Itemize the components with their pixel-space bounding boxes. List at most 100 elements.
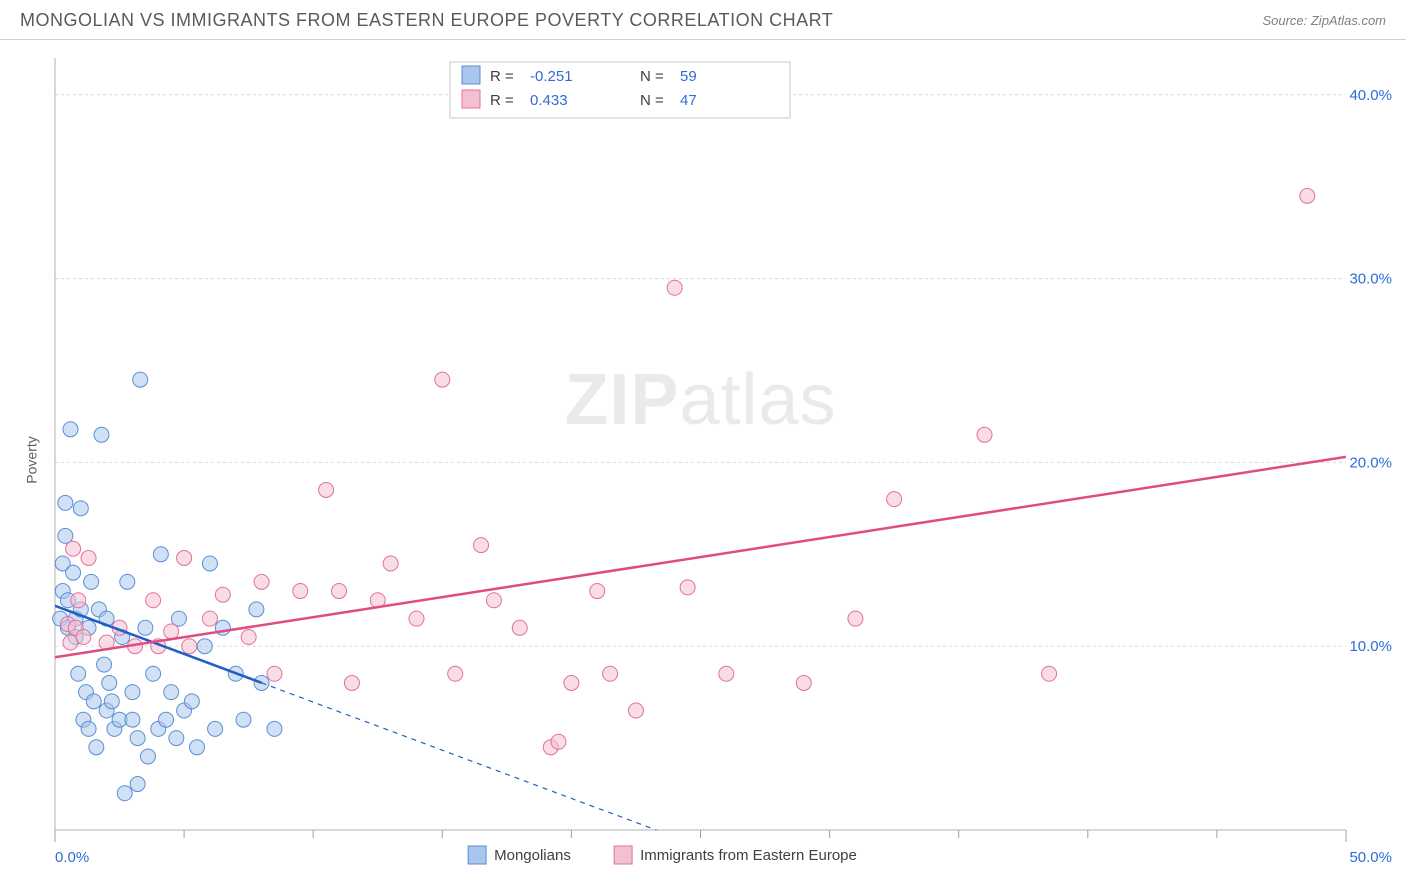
scatter-point — [63, 422, 78, 437]
svg-text:10.0%: 10.0% — [1349, 638, 1392, 655]
svg-text:20.0%: 20.0% — [1349, 454, 1392, 471]
scatter-point — [81, 550, 96, 565]
scatter-point — [71, 666, 86, 681]
svg-text:50.0%: 50.0% — [1349, 849, 1392, 866]
y-axis-label: Poverty — [24, 436, 40, 483]
scatter-point — [202, 611, 217, 626]
scatter-point — [887, 492, 902, 507]
scatter-point — [171, 611, 186, 626]
scatter-point — [512, 620, 527, 635]
legend-series-label: Immigrants from Eastern Europe — [640, 847, 857, 864]
scatter-point — [130, 731, 145, 746]
scatter-point — [848, 611, 863, 626]
scatter-point — [667, 280, 682, 295]
scatter-point — [267, 666, 282, 681]
scatter-point — [1042, 666, 1057, 681]
legend-r-label: R = — [490, 92, 514, 109]
legend-swatch — [614, 846, 632, 864]
legend-series-label: Mongolians — [494, 847, 571, 864]
scatter-point — [435, 372, 450, 387]
scatter-point — [66, 565, 81, 580]
scatter-point — [344, 675, 359, 690]
scatter-point — [236, 712, 251, 727]
scatter-point — [319, 482, 334, 497]
chart-title: MONGOLIAN VS IMMIGRANTS FROM EASTERN EUR… — [20, 10, 833, 31]
scatter-point — [125, 685, 140, 700]
scatter-point — [564, 675, 579, 690]
scatter-point — [208, 721, 223, 736]
scatter-point — [184, 694, 199, 709]
scatter-point — [84, 574, 99, 589]
legend-swatch — [462, 90, 480, 108]
scatter-point — [719, 666, 734, 681]
scatter-point — [202, 556, 217, 571]
scatter-point — [66, 541, 81, 556]
legend-n-value: 59 — [680, 68, 697, 85]
scatter-point — [97, 657, 112, 672]
scatter-point — [138, 620, 153, 635]
scatter-point — [628, 703, 643, 718]
scatter-point — [164, 685, 179, 700]
scatter-point — [71, 593, 86, 608]
scatter-point — [153, 547, 168, 562]
legend-swatch — [462, 66, 480, 84]
svg-text:0.0%: 0.0% — [55, 849, 89, 866]
scatter-chart-svg: 10.0%20.0%30.0%40.0%ZIPatlas0.0%50.0%R =… — [0, 40, 1406, 880]
scatter-point — [58, 528, 73, 543]
scatter-point — [383, 556, 398, 571]
scatter-point — [117, 786, 132, 801]
scatter-point — [551, 734, 566, 749]
legend-r-value: 0.433 — [530, 92, 568, 109]
scatter-point — [120, 574, 135, 589]
legend-r-value: -0.251 — [530, 68, 573, 85]
scatter-point — [58, 495, 73, 510]
scatter-point — [254, 574, 269, 589]
scatter-point — [603, 666, 618, 681]
scatter-point — [169, 731, 184, 746]
legend-n-label: N = — [640, 68, 664, 85]
chart-area: Poverty 10.0%20.0%30.0%40.0%ZIPatlas0.0%… — [0, 40, 1406, 880]
scatter-point — [197, 639, 212, 654]
scatter-point — [146, 666, 161, 681]
scatter-point — [104, 694, 119, 709]
legend-n-label: N = — [640, 92, 664, 109]
scatter-point — [81, 721, 96, 736]
scatter-point — [486, 593, 501, 608]
chart-header: MONGOLIAN VS IMMIGRANTS FROM EASTERN EUR… — [0, 0, 1406, 40]
scatter-point — [332, 584, 347, 599]
scatter-point — [1300, 188, 1315, 203]
scatter-point — [86, 694, 101, 709]
chart-source: Source: ZipAtlas.com — [1262, 13, 1386, 28]
legend-r-label: R = — [490, 68, 514, 85]
scatter-point — [409, 611, 424, 626]
scatter-point — [164, 624, 179, 639]
legend-n-value: 47 — [680, 92, 697, 109]
legend-swatch — [468, 846, 486, 864]
trend-line — [55, 457, 1346, 657]
scatter-point — [94, 427, 109, 442]
scatter-point — [140, 749, 155, 764]
svg-text:ZIPatlas: ZIPatlas — [564, 360, 836, 440]
scatter-point — [796, 675, 811, 690]
scatter-point — [102, 675, 117, 690]
scatter-point — [177, 550, 192, 565]
scatter-point — [977, 427, 992, 442]
scatter-point — [241, 630, 256, 645]
scatter-point — [182, 639, 197, 654]
scatter-point — [73, 501, 88, 516]
scatter-point — [680, 580, 695, 595]
scatter-point — [249, 602, 264, 617]
scatter-point — [76, 630, 91, 645]
scatter-point — [133, 372, 148, 387]
scatter-point — [190, 740, 205, 755]
scatter-point — [159, 712, 174, 727]
svg-text:30.0%: 30.0% — [1349, 271, 1392, 288]
scatter-point — [293, 584, 308, 599]
scatter-point — [474, 538, 489, 553]
scatter-point — [146, 593, 161, 608]
scatter-point — [89, 740, 104, 755]
scatter-point — [215, 587, 230, 602]
scatter-point — [448, 666, 463, 681]
scatter-point — [590, 584, 605, 599]
scatter-point — [125, 712, 140, 727]
